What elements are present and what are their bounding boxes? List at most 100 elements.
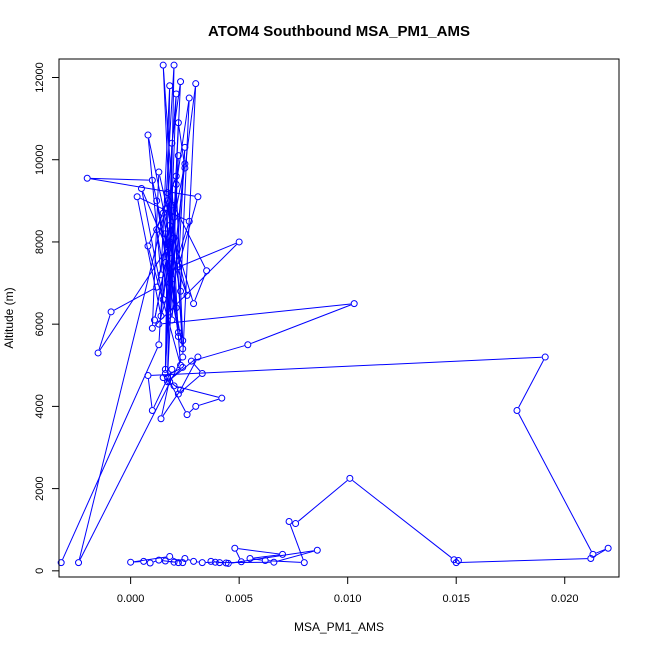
y-tick-label: 6000 [34, 312, 46, 336]
y-tick-label: 12000 [34, 62, 46, 93]
data-point [174, 328, 182, 336]
data-point [174, 559, 182, 567]
data-point [270, 558, 278, 566]
series-line-segment [188, 559, 191, 561]
series-line-segment [189, 408, 194, 413]
series-line-segment [137, 200, 161, 313]
series-line-segment [179, 359, 197, 392]
data-point [83, 174, 91, 182]
data-point [57, 559, 65, 567]
series-line-segment [153, 560, 156, 563]
data-point [166, 308, 174, 316]
data-point [300, 559, 308, 567]
data-point [246, 555, 254, 562]
data-point [166, 82, 174, 90]
data-point [157, 312, 165, 320]
series-line-segment [231, 550, 314, 564]
data-point [164, 197, 172, 205]
x-tick-label: 0.015 [442, 593, 470, 605]
data-point [159, 374, 167, 382]
series-line-segment [297, 480, 348, 522]
data-point [179, 363, 187, 371]
data-point [159, 209, 167, 217]
series-line-segment [172, 242, 237, 270]
data-point [161, 365, 169, 373]
data-point [153, 283, 161, 291]
data-point [181, 555, 189, 562]
data-point [155, 556, 163, 564]
series-line-segment [518, 359, 545, 408]
series-line-segment [169, 358, 196, 380]
data-point [170, 234, 178, 242]
data-point [107, 308, 115, 316]
data-point [161, 205, 169, 213]
data-point [604, 544, 612, 552]
series-line-segment [141, 191, 164, 297]
series-line-segment [90, 177, 149, 181]
x-tick-label: 0.005 [225, 593, 253, 605]
data-point [181, 143, 189, 151]
y-tick-label: 0 [34, 568, 46, 574]
data-point [148, 324, 156, 332]
y-tick-label: 10000 [34, 144, 46, 175]
data-point [174, 119, 182, 127]
chart-title: ATOM4 Southbound MSA_PM1_AMS [208, 23, 470, 40]
data-point [166, 222, 174, 229]
data-point [198, 559, 206, 567]
data-point [177, 386, 185, 394]
data-point [350, 300, 358, 308]
series-line-segment [113, 288, 154, 311]
data-point [177, 287, 185, 295]
series-line-segment [165, 265, 179, 330]
data-point [179, 353, 187, 361]
data-point [454, 557, 462, 565]
series-line-segment [147, 378, 153, 408]
data-point [144, 242, 152, 250]
data-point [185, 94, 193, 102]
data-point [161, 259, 169, 266]
data-point [179, 559, 187, 567]
series-line-segment [253, 554, 280, 559]
data-point [75, 559, 83, 567]
series-line-segment [180, 375, 200, 393]
data-point [207, 557, 215, 565]
series-line-segment [194, 273, 206, 301]
data-point [177, 78, 185, 86]
data-point [159, 61, 167, 69]
x-tick-label: 0.000 [117, 593, 145, 605]
series-line-segment [154, 244, 238, 327]
data-point [144, 131, 152, 139]
series-line-segment [79, 359, 182, 560]
series-line-segment [159, 175, 187, 293]
series-line-segment [352, 480, 452, 558]
data-point [190, 300, 198, 308]
series-line-segment [193, 363, 201, 372]
data-point [174, 333, 182, 340]
data-point [244, 341, 252, 349]
y-axis-label: Altitude (m) [2, 287, 16, 348]
series-line-segment [156, 228, 170, 284]
data-point [170, 558, 178, 566]
data-point [185, 217, 193, 225]
data-point [148, 407, 156, 414]
data-point [157, 271, 165, 279]
series-line-segment [177, 386, 219, 398]
data-point [177, 361, 185, 369]
data-point [155, 341, 163, 349]
x-tick-label: 0.020 [551, 593, 579, 605]
series-line-segment [90, 178, 195, 197]
x-tick-label: 0.010 [334, 593, 362, 605]
data-point [161, 230, 169, 238]
data-point [450, 556, 458, 564]
data-point [174, 152, 182, 160]
data-point [168, 201, 176, 209]
plot-area-frame [58, 58, 620, 578]
data-point [168, 316, 176, 324]
series-line-segment [165, 68, 175, 206]
data-point [161, 557, 169, 565]
data-point [155, 320, 163, 328]
series-line-segment [518, 413, 592, 552]
data-point [222, 559, 230, 567]
x-axis-label: MSA_PM1_AMS [294, 620, 384, 634]
series-line-segment [174, 241, 194, 301]
